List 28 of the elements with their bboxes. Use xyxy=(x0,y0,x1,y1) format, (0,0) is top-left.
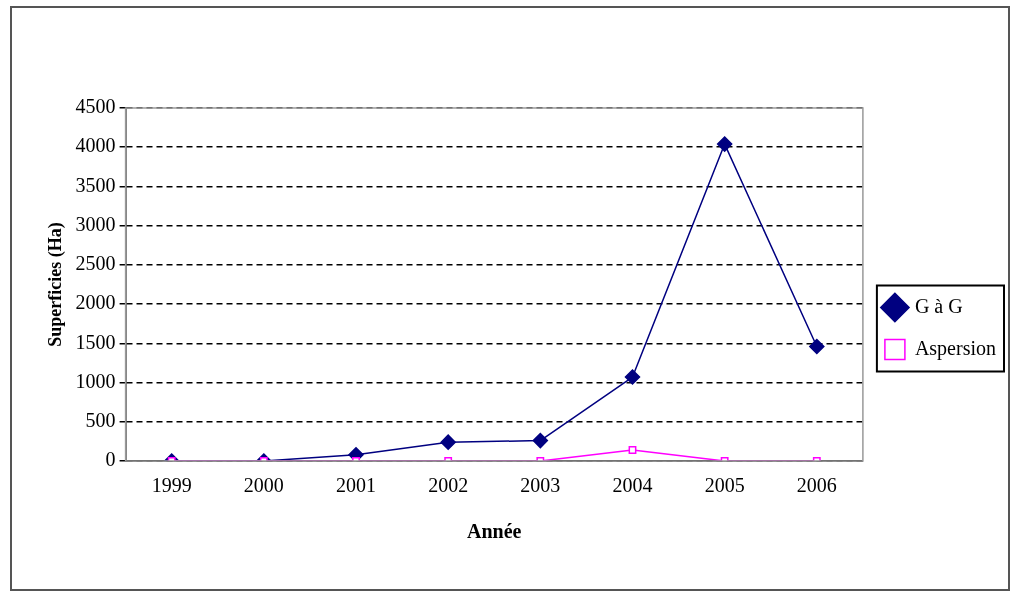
x-tick-label: 2003 xyxy=(520,474,561,497)
y-tick-label: 1500 xyxy=(75,330,116,353)
point xyxy=(532,432,549,449)
point xyxy=(628,446,637,454)
point xyxy=(440,434,456,450)
y-tick-label: 3500 xyxy=(75,173,116,196)
x-tick-label: 2002 xyxy=(428,474,469,497)
point xyxy=(716,136,733,152)
y-tick-label: 500 xyxy=(85,409,116,432)
x-axis-title: Année xyxy=(467,520,522,543)
y-tick-label: 2000 xyxy=(75,291,116,314)
y-tick-label: 0 xyxy=(105,448,116,471)
y-tick-label: 4500 xyxy=(75,95,116,118)
y-tick-label: 3000 xyxy=(75,212,116,235)
y-tick-label: 2500 xyxy=(75,252,116,275)
legend-label: Aspersion xyxy=(914,336,997,360)
x-tick-label: 2001 xyxy=(336,474,377,497)
point xyxy=(809,338,825,355)
y-tick-label: 4000 xyxy=(75,134,116,157)
x-tick-label: 2000 xyxy=(243,474,284,497)
x-tick-label: 2006 xyxy=(796,474,837,497)
point xyxy=(624,369,641,385)
x-tick-label: 1999 xyxy=(151,474,192,497)
x-tick-label: 2004 xyxy=(612,474,653,497)
y-axis-title: Superficies (Ha) xyxy=(45,222,67,347)
y-tick-label: 1000 xyxy=(75,369,116,392)
legend-label: G à G xyxy=(914,294,963,317)
x-tick-label: 2005 xyxy=(704,474,745,497)
